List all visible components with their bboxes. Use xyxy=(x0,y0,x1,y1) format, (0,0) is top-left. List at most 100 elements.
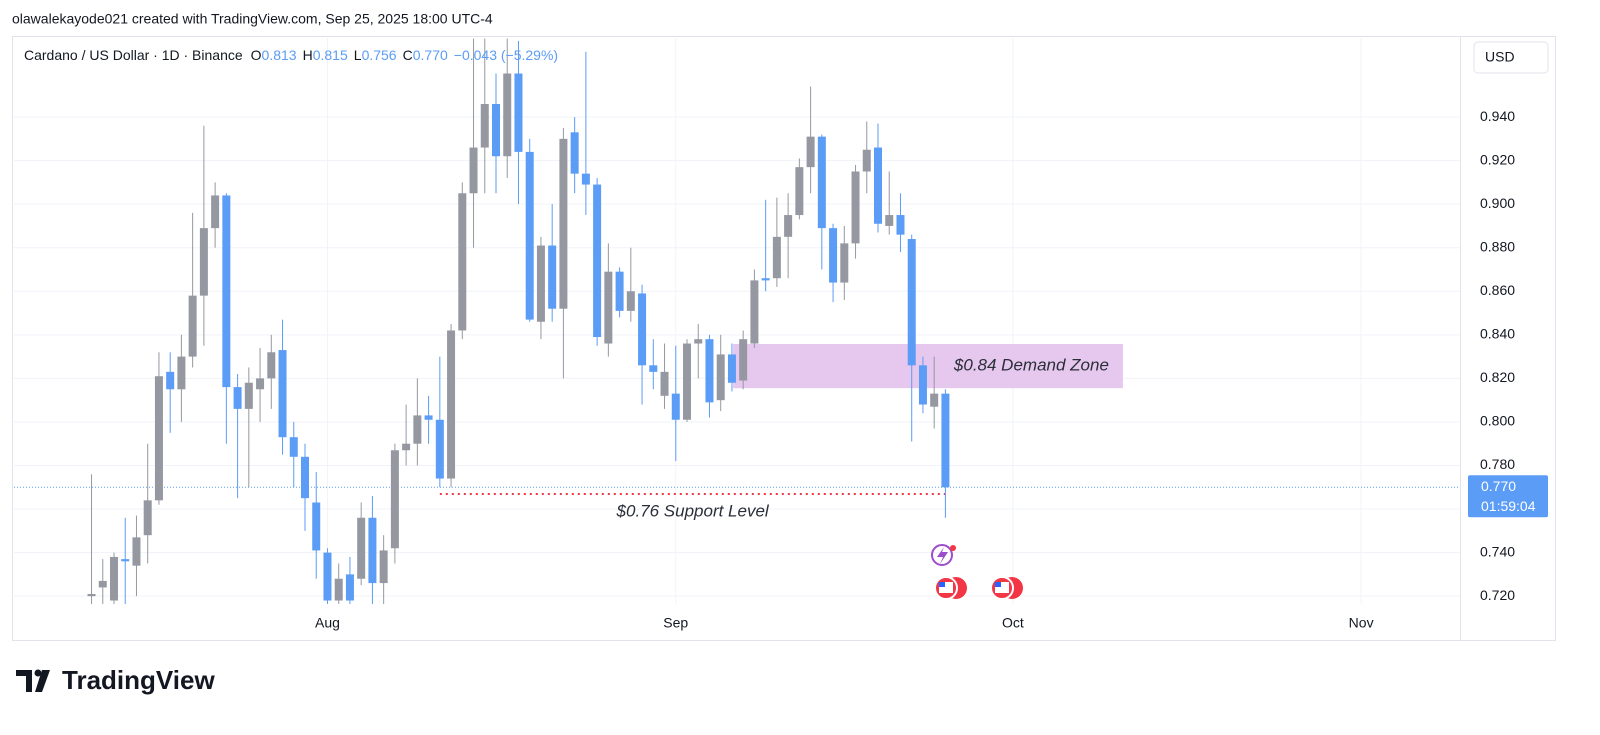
logo-text: TradingView xyxy=(62,665,215,695)
candle-body xyxy=(390,450,399,549)
candle-body xyxy=(345,574,354,601)
candle-body xyxy=(503,73,512,157)
support-label: $0.76 Support Level xyxy=(616,502,770,521)
candle-body xyxy=(514,73,523,152)
candle-body xyxy=(559,138,568,309)
candle-body xyxy=(536,245,545,322)
change: −0.043 (−5.29%) xyxy=(454,47,558,63)
candle-body xyxy=(772,236,781,279)
y-tick-label: 0.800 xyxy=(1480,413,1515,429)
ohlc-key: O xyxy=(251,47,262,63)
candle-body xyxy=(87,593,96,597)
candle-body xyxy=(750,280,759,344)
x-tick-label: Aug xyxy=(315,615,340,631)
last-price-label: 0.770 xyxy=(1481,478,1516,494)
candle-body xyxy=(784,215,793,237)
x-tick-label: Nov xyxy=(1349,615,1374,631)
candle-body xyxy=(368,517,377,584)
countdown: 01:59:04 xyxy=(1481,498,1536,514)
candle-body xyxy=(121,559,130,562)
candles xyxy=(87,38,950,604)
candle-body xyxy=(930,393,939,407)
candle-body xyxy=(469,147,478,194)
axes: 0.7200.7400.7600.7800.8000.8200.8400.860… xyxy=(315,108,1548,631)
y-tick-label: 0.900 xyxy=(1480,195,1515,211)
candle-body xyxy=(649,365,658,372)
x-tick-label: Sep xyxy=(663,615,688,631)
candle-body xyxy=(716,354,725,401)
symbol-header: Cardano / US Dollar · 1D · Binance O0.813… xyxy=(24,47,558,63)
candle-body xyxy=(492,103,500,157)
candle-body xyxy=(166,371,175,390)
y-tick-label: 0.820 xyxy=(1480,369,1515,385)
candle-body xyxy=(829,228,838,283)
candle-body xyxy=(109,556,118,601)
candle-body xyxy=(705,339,714,403)
candle-body xyxy=(548,245,557,309)
candle-body xyxy=(817,136,826,229)
candle-body xyxy=(233,387,242,409)
candle-body xyxy=(694,339,703,344)
ohlc-value: 0.770 xyxy=(413,47,448,63)
candle-body xyxy=(312,502,321,551)
candle-body xyxy=(435,419,444,479)
candle-body xyxy=(199,228,208,296)
candle-body xyxy=(413,415,422,444)
candle-body xyxy=(244,382,253,409)
y-tick-label: 0.780 xyxy=(1480,456,1515,472)
candle-body xyxy=(267,352,276,379)
candle-body xyxy=(424,415,433,420)
candle-body xyxy=(874,147,883,224)
candle-body xyxy=(458,193,467,331)
candle-body xyxy=(593,184,602,338)
y-tick-label: 0.740 xyxy=(1480,543,1515,559)
y-tick-label: 0.720 xyxy=(1480,587,1515,603)
candle-body xyxy=(840,243,849,283)
candle-body xyxy=(885,215,894,226)
candle-body xyxy=(918,365,927,405)
candle-body xyxy=(278,350,287,438)
candle-body xyxy=(525,151,534,320)
candle-body xyxy=(660,371,669,396)
candle-body xyxy=(188,295,197,357)
logo-mark xyxy=(16,669,50,692)
candle-body xyxy=(761,278,770,281)
candle-body xyxy=(211,195,220,229)
candle-body xyxy=(357,517,366,579)
candle-body xyxy=(941,393,950,488)
candle-body xyxy=(98,580,107,588)
ohlc-value: 0.756 xyxy=(362,47,397,63)
candle-body xyxy=(795,167,804,216)
chart-frame xyxy=(12,36,1556,641)
candle-body xyxy=(334,578,343,601)
x-tick-label: Oct xyxy=(1002,615,1024,631)
candle-body xyxy=(615,271,624,311)
symbol-title: Cardano / US Dollar · 1D · Binance xyxy=(24,47,243,63)
candle-body xyxy=(626,291,635,311)
candle-body xyxy=(896,215,905,235)
currency-button[interactable] xyxy=(1473,41,1549,74)
candle-body xyxy=(132,537,141,566)
y-tick-label: 0.920 xyxy=(1480,151,1515,167)
candle-body xyxy=(604,271,613,344)
candle-body xyxy=(851,171,860,244)
candle-body xyxy=(638,293,647,366)
ohlc-value: 0.815 xyxy=(313,47,348,63)
candle-body xyxy=(480,103,489,148)
candle-body xyxy=(154,376,163,501)
candle-body xyxy=(300,456,309,499)
demand-zone-label: $0.84 Demand Zone xyxy=(953,356,1109,375)
candle-body xyxy=(402,443,411,451)
event-icons xyxy=(931,544,1023,600)
candle-body xyxy=(256,378,265,390)
candle-body xyxy=(862,149,871,172)
ohlc-key: C xyxy=(403,47,413,63)
candle-body xyxy=(222,195,231,388)
currency[interactable]: USD xyxy=(1485,49,1515,65)
candle-body xyxy=(683,343,692,420)
candle-body xyxy=(143,500,152,536)
candle-body xyxy=(323,552,332,601)
candle-body xyxy=(379,550,388,584)
candle-body xyxy=(727,354,736,383)
candle-body xyxy=(570,132,579,174)
